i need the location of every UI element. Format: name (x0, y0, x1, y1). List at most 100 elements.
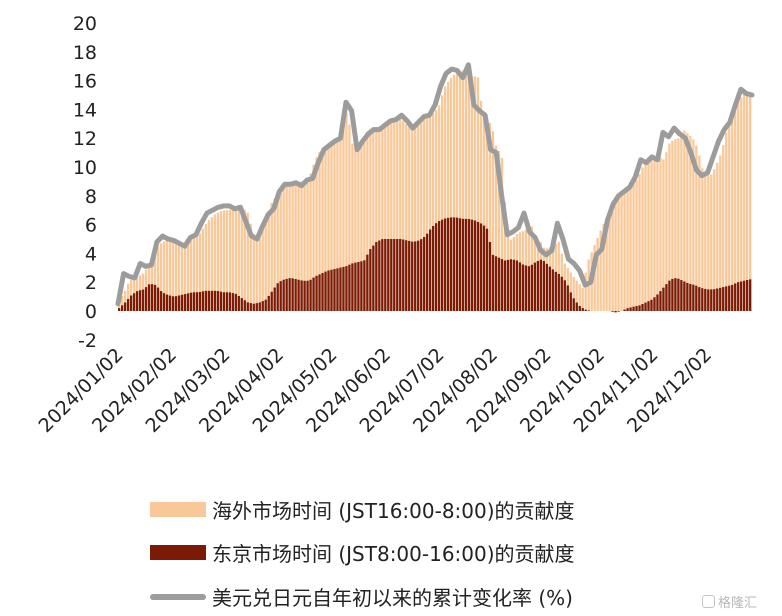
legend-tokyo: 东京市场时间 (JST8:00-16:00)的贡献度 (150, 538, 575, 567)
tokyo-bar (324, 271, 327, 311)
overseas-bar (716, 162, 719, 311)
overseas-bar (237, 207, 240, 311)
overseas-bar (470, 76, 474, 311)
overseas-bar (162, 241, 166, 311)
tokyo-bar (258, 302, 261, 311)
tokyo-bar (521, 264, 525, 311)
tokyo-bar (222, 292, 225, 311)
tokyo-bar (512, 259, 516, 311)
overseas-bar (294, 185, 297, 311)
overseas-bar (387, 121, 390, 311)
x-axis: 2024/01/022024/02/022024/03/022024/04/02… (35, 344, 716, 437)
tokyo-bar (650, 299, 653, 311)
overseas-bar (432, 113, 435, 312)
tokyo-bar (623, 309, 626, 311)
tokyo-bar (626, 308, 629, 311)
tokyo-bar (267, 295, 270, 311)
overseas-bar (743, 93, 746, 311)
overseas-bar (327, 143, 330, 311)
tokyo-bar (533, 262, 537, 311)
tokyo-bar (638, 305, 641, 311)
tokyo-bar (653, 297, 656, 311)
y-tick-label: 16 (73, 71, 97, 93)
overseas-bar (671, 140, 674, 311)
tokyo-bar (138, 290, 142, 311)
tokyo-bar (432, 226, 435, 311)
tokyo-bar (464, 218, 468, 311)
tokyo-bar (461, 218, 465, 311)
overseas-bar (692, 139, 695, 311)
tokyo-bar (327, 270, 330, 311)
overseas-bar (575, 280, 578, 311)
overseas-bar (153, 254, 157, 311)
tokyo-bar (707, 289, 710, 311)
overseas-bar (596, 237, 599, 311)
tokyo-bar (698, 287, 701, 311)
overseas-bar (656, 158, 659, 311)
overseas-bar (713, 169, 716, 311)
overseas-bar (476, 77, 480, 311)
tokyo-bar (710, 289, 713, 311)
overseas-bar (749, 95, 752, 311)
tokyo-bar (443, 218, 447, 311)
overseas-bar (689, 135, 692, 311)
tokyo-bar (231, 293, 234, 311)
legend-usdjpy-label: 美元兑日元自年初以来的累计变化率 (%) (212, 586, 573, 610)
overseas-bar (659, 157, 662, 311)
tokyo-bar (210, 290, 214, 311)
tokyo-bar (396, 239, 399, 311)
usdjpy-line (115, 62, 755, 307)
overseas-bar (461, 70, 465, 311)
tokyo-bar (336, 268, 339, 311)
tokyo-bar (569, 292, 572, 311)
overseas-bar (285, 185, 288, 311)
tokyo-bar (485, 228, 489, 311)
tokyo-bar (671, 278, 674, 311)
overseas-bar (464, 70, 468, 312)
tokyo-bar (635, 306, 638, 311)
tokyo-bar (291, 278, 294, 311)
overseas-bar (312, 164, 315, 311)
tokyo-bar (390, 239, 393, 311)
tokyo-bar (285, 278, 288, 311)
tokyo-bar (614, 311, 617, 313)
overseas-bar (213, 214, 217, 311)
tokyo-bar (467, 219, 471, 311)
tokyo-bar (701, 288, 704, 311)
tokyo-bar (168, 295, 172, 311)
overseas-bar (581, 287, 584, 311)
overseas-bar (719, 155, 722, 311)
tokyo-bar (503, 260, 507, 311)
tokyo-bar (264, 299, 267, 311)
overseas-bar (279, 190, 282, 311)
overseas-bar (390, 121, 393, 312)
legend-overseas: 海外市场时间 (JST16:00-8:00)的贡献度 (150, 495, 575, 524)
tokyo-bar (719, 287, 722, 311)
overseas-bar (569, 272, 572, 311)
tokyo-bar (357, 261, 360, 311)
overseas-bar (443, 86, 447, 311)
overseas-bar (710, 174, 713, 311)
tokyo-bar (207, 290, 211, 311)
tokyo-bar (662, 287, 665, 311)
overseas-bar (258, 233, 261, 311)
overseas-bar (578, 284, 581, 311)
tokyo-bar (578, 306, 581, 311)
tokyo-bar (381, 239, 384, 311)
overseas-bar (467, 71, 471, 311)
tokyo-bar (342, 266, 345, 311)
overseas-bar (479, 100, 483, 311)
overseas-bar (497, 151, 501, 311)
tokyo-bar (452, 217, 456, 311)
tokyo-bar (429, 229, 432, 311)
tokyo-bar (378, 240, 381, 311)
overseas-bar (174, 244, 178, 311)
overseas-bar (683, 130, 686, 311)
tokyo-bar (123, 302, 127, 311)
tokyo-bar (506, 259, 510, 311)
overseas-bar (402, 120, 405, 312)
overseas-bar (192, 236, 196, 311)
overseas-bar (225, 210, 228, 311)
overseas-bar (572, 276, 575, 311)
